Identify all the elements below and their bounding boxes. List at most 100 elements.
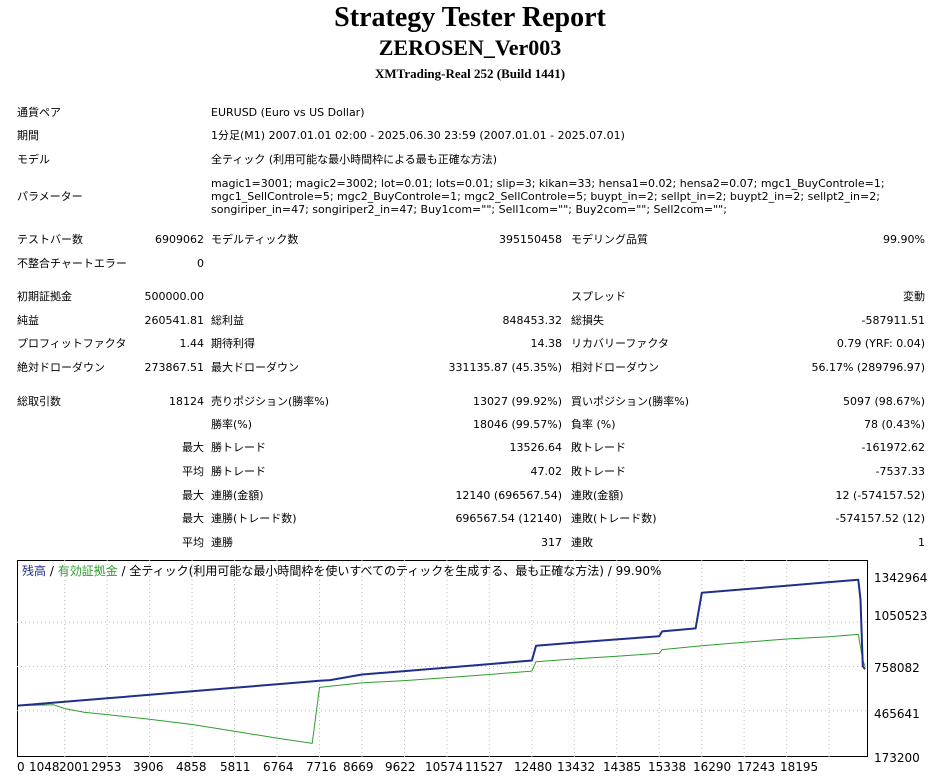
chart-legend: 残高 / 有効証拠金 / 全ティック(利用可能な最小時間枠を使いすべてのティック… [22, 563, 661, 579]
gross-profit-label: 総利益 [211, 314, 244, 327]
x-tick-label: 11527 [465, 760, 504, 774]
params-label: パラメーター [17, 190, 83, 203]
x-tick-label: 6764 [263, 760, 294, 774]
pair-value: EURUSD (Euro vs US Dollar) [211, 106, 365, 119]
recovery-label: リカバリーファクタ [571, 337, 669, 350]
max-loss-label: 敗トレード [571, 441, 626, 454]
net-value: 260541.81 [144, 314, 205, 327]
x-tick-label: 9622 [385, 760, 416, 774]
gross-loss-value: -587911.51 [861, 314, 925, 327]
expected-value: 14.38 [530, 337, 563, 350]
period-label: 期間 [17, 129, 39, 142]
trades-label: 総取引数 [17, 395, 61, 408]
balance-chart-frame [17, 560, 868, 757]
short-value: 13027 (99.92%) [472, 395, 562, 408]
legend-sep: / [46, 564, 58, 578]
cons-win-count-label: 連勝(トレード数) [211, 512, 297, 525]
params-value: magic1=3001; magic2=3002; lot=0.01; lots… [211, 177, 885, 216]
quality-value: 99.90% [883, 233, 925, 246]
recovery-value: 0.79 (YRF: 0.04) [836, 337, 925, 350]
model-ticks-value: 395150458 [499, 233, 562, 246]
pf-value: 1.44 [179, 337, 205, 350]
deposit-value: 500000.00 [144, 290, 205, 303]
x-tick-label: 15338 [648, 760, 687, 774]
bars-label: テストバー数 [17, 233, 83, 246]
report-title: Strategy Tester Report [334, 2, 606, 33]
rel-dd-value: 56.17% (289796.97) [811, 361, 925, 374]
y-tick-label: 1342964 [874, 571, 928, 585]
mismatch-value: 0 [197, 257, 204, 270]
max-label-1: 最大 [182, 441, 204, 454]
short-label: 売りポジション(勝率%) [211, 395, 330, 408]
x-tick-label: 12480 [514, 760, 553, 774]
x-tick-label: 10574 [425, 760, 464, 774]
rel-dd-label: 相対ドローダウン [571, 361, 659, 374]
avg-cons-loss-label: 連敗 [571, 536, 593, 549]
pair-label: 通貨ペア [17, 106, 61, 119]
avg-cons-win-label: 連勝 [211, 536, 233, 549]
y-tick-label: 758082 [874, 661, 920, 675]
server-info: XMTrading-Real 252 (Build 1441) [374, 66, 566, 81]
avg-cons-loss-value: 1 [918, 536, 925, 549]
x-tick-label: 0 [17, 760, 25, 774]
max-dd-value: 331135.87 (45.35%) [448, 361, 562, 374]
max-win-label: 勝トレード [211, 441, 266, 454]
abs-dd-value: 273867.51 [144, 361, 205, 374]
y-tick-label: 1050523 [874, 609, 928, 623]
lossrate-label: 負率 (%) [571, 418, 616, 431]
x-tick-label: 2953 [91, 760, 122, 774]
quality-label: モデリング品質 [571, 233, 648, 246]
x-tick-label: 16290 [693, 760, 732, 774]
max-label-3: 最大 [182, 512, 204, 525]
cons-loss-count-label: 連敗(トレード数) [571, 512, 657, 525]
x-tick-label: 8669 [343, 760, 374, 774]
lossrate-value: 78 (0.43%) [863, 418, 925, 431]
mismatch-label: 不整合チャートエラー [17, 257, 127, 270]
max-win-value: 13526.64 [509, 441, 563, 454]
cons-win-money-label: 連勝(金額) [211, 489, 264, 502]
avg-label-1: 平均 [182, 465, 204, 478]
winrate-label: 勝率(%) [211, 418, 253, 431]
x-tick-label: 3906 [133, 760, 164, 774]
trades-value: 18124 [169, 395, 204, 408]
legend-balance: 残高 [22, 564, 47, 578]
gross-loss-label: 総損失 [571, 314, 604, 327]
cons-loss-money-label: 連敗(金額) [571, 489, 624, 502]
long-value: 5097 (98.67%) [842, 395, 925, 408]
long-label: 買いポジション(勝率%) [571, 395, 690, 408]
avg-win-value: 47.02 [530, 465, 563, 478]
max-label-2: 最大 [182, 489, 204, 502]
x-tick-label: 17243 [737, 760, 776, 774]
avg-loss-label: 敗トレード [571, 465, 626, 478]
winrate-value: 18046 (99.57%) [472, 418, 562, 431]
expected-label: 期待利得 [211, 337, 255, 350]
avg-label-2: 平均 [182, 536, 204, 549]
legend-rest: / 全ティック(利用可能な最小時間枠を使いすべてのティックを生成する、最も正確な… [117, 564, 662, 578]
cons-loss-money-value: 12 (-574157.52) [835, 489, 925, 502]
deposit-label: 初期証拠金 [17, 290, 72, 303]
pf-label: プロフィットファクタ [17, 337, 127, 350]
x-tick-label: 1048 [29, 760, 60, 774]
ea-name: ZEROSEN_Ver003 [378, 35, 562, 60]
avg-win-label: 勝トレード [211, 465, 266, 478]
y-tick-label: 465641 [874, 707, 920, 721]
spread-value: 変動 [903, 290, 925, 303]
balance-line [17, 578, 866, 707]
cons-loss-count-value: -574157.52 (12) [835, 512, 925, 525]
x-tick-label: 13432 [557, 760, 596, 774]
x-tick-label: 14385 [603, 760, 642, 774]
bars-value: 6909062 [155, 233, 204, 246]
x-tick-label: 2001 [59, 760, 90, 774]
equity-line [17, 633, 866, 744]
period-value: 1分足(M1) 2007.01.01 02:00 - 2025.06.30 23… [211, 129, 625, 142]
cons-win-count-value: 696567.54 (12140) [455, 512, 562, 525]
x-tick-label: 5811 [220, 760, 251, 774]
avg-loss-value: -7537.33 [875, 465, 925, 478]
max-loss-value: -161972.62 [861, 441, 925, 454]
x-tick-label: 7716 [306, 760, 337, 774]
net-label: 純益 [17, 314, 39, 327]
spread-label: スプレッド [571, 290, 626, 303]
cons-win-money-value: 12140 (696567.54) [455, 489, 562, 502]
x-tick-label: 18195 [780, 760, 819, 774]
balance-chart [17, 560, 868, 757]
